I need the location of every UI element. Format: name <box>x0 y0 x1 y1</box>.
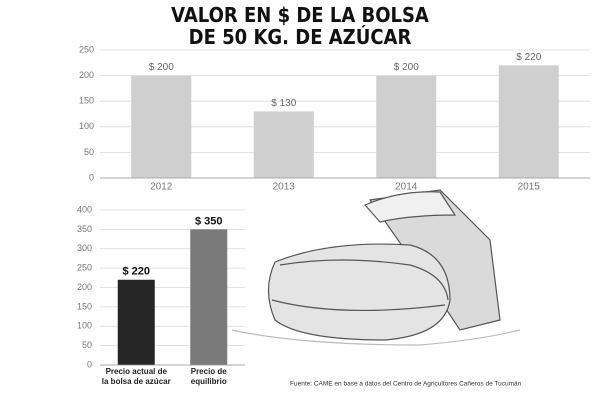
bar <box>253 111 314 178</box>
chart-title: DE 50 KG. DE AZÚCAR <box>189 24 412 49</box>
y-tick-label: 250 <box>77 263 92 273</box>
y-tick-label: 0 <box>89 172 94 182</box>
y-tick-label: 150 <box>77 301 92 311</box>
sugar-bags-illustration <box>231 189 521 346</box>
y-tick-label: 100 <box>77 321 92 331</box>
value-label: $ 350 <box>195 215 223 227</box>
bar <box>498 65 559 178</box>
bar <box>190 229 228 365</box>
y-tick-label: 350 <box>77 224 92 234</box>
y-tick-label: 0 <box>87 359 92 369</box>
y-tick-label: 100 <box>79 121 94 131</box>
x-tick-label: Precio de <box>191 367 228 376</box>
bar <box>376 75 437 178</box>
y-tick-label: 250 <box>79 44 94 54</box>
y-tick-label: 300 <box>77 243 92 253</box>
value-label: $ 220 <box>516 52 541 63</box>
chart-title: VALOR EN $ DE LA BOLSA <box>171 4 429 27</box>
x-tick-label: la bolsa de azúcar <box>102 377 171 386</box>
y-tick-label: 200 <box>79 70 94 80</box>
value-label: $ 130 <box>271 98 296 109</box>
x-tick-label: 2015 <box>518 182 541 193</box>
y-tick-label: 150 <box>79 96 94 106</box>
bar <box>131 75 192 178</box>
y-tick-label: 200 <box>77 282 92 292</box>
y-tick-label: 50 <box>82 340 92 350</box>
x-tick-label: equilibrio <box>191 377 227 386</box>
value-label: $ 220 <box>122 266 150 278</box>
value-label: $ 200 <box>394 62 419 73</box>
value-label: $ 200 <box>149 62 174 73</box>
x-tick-label: 2014 <box>395 182 418 193</box>
source-note: Fuente: CAME en base a datos del Centro … <box>290 381 522 388</box>
x-tick-label: Precio actual de <box>106 367 168 376</box>
x-tick-label: 2012 <box>150 182 173 193</box>
x-tick-label: 2013 <box>273 182 296 193</box>
bar <box>117 279 155 365</box>
y-tick-label: 50 <box>84 147 94 157</box>
y-tick-label: 400 <box>77 204 92 214</box>
